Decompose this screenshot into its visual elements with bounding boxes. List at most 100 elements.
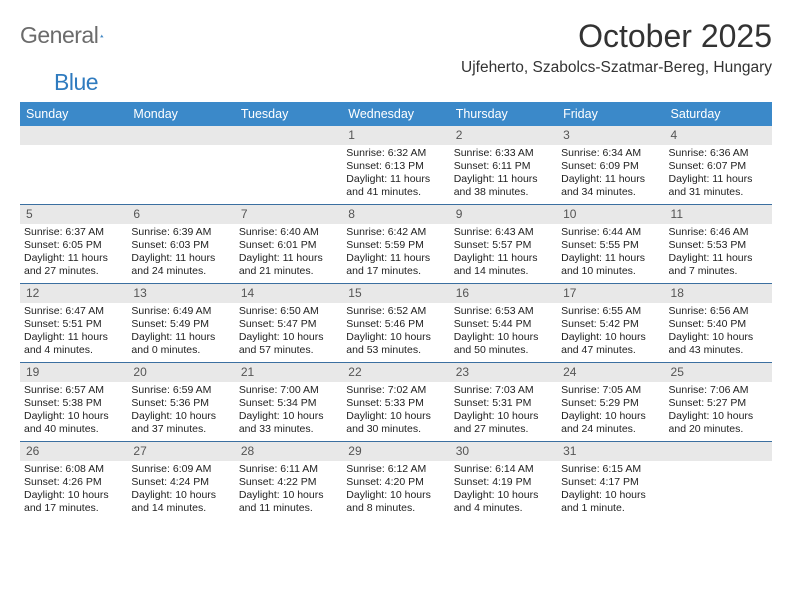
day-number: 12 bbox=[20, 284, 127, 303]
week-row: 12Sunrise: 6:47 AMSunset: 5:51 PMDayligh… bbox=[20, 284, 772, 363]
day-cell bbox=[20, 126, 127, 204]
day-sunrise: Sunrise: 6:36 AM bbox=[669, 147, 768, 160]
day-cell: 7Sunrise: 6:40 AMSunset: 6:01 PMDaylight… bbox=[235, 205, 342, 283]
day-body: Sunrise: 6:34 AMSunset: 6:09 PMDaylight:… bbox=[557, 145, 664, 203]
day-sunrise: Sunrise: 6:59 AM bbox=[131, 384, 230, 397]
day-dl2: and 7 minutes. bbox=[669, 265, 768, 278]
day-cell: 28Sunrise: 6:11 AMSunset: 4:22 PMDayligh… bbox=[235, 442, 342, 520]
day-number: 11 bbox=[665, 205, 772, 224]
day-number: 31 bbox=[557, 442, 664, 461]
day-number: 7 bbox=[235, 205, 342, 224]
day-dl1: Daylight: 10 hours bbox=[24, 489, 123, 502]
day-sunrise: Sunrise: 6:08 AM bbox=[24, 463, 123, 476]
day-dl1: Daylight: 10 hours bbox=[346, 331, 445, 344]
day-number: 29 bbox=[342, 442, 449, 461]
day-number-bar-empty bbox=[20, 126, 127, 145]
day-sunset: Sunset: 4:26 PM bbox=[24, 476, 123, 489]
day-dl1: Daylight: 10 hours bbox=[454, 410, 553, 423]
day-sunset: Sunset: 6:11 PM bbox=[454, 160, 553, 173]
day-dl2: and 31 minutes. bbox=[669, 186, 768, 199]
day-number: 30 bbox=[450, 442, 557, 461]
day-body: Sunrise: 6:15 AMSunset: 4:17 PMDaylight:… bbox=[557, 461, 664, 519]
day-body: Sunrise: 7:06 AMSunset: 5:27 PMDaylight:… bbox=[665, 382, 772, 440]
day-cell: 10Sunrise: 6:44 AMSunset: 5:55 PMDayligh… bbox=[557, 205, 664, 283]
day-sunset: Sunset: 4:20 PM bbox=[346, 476, 445, 489]
day-body: Sunrise: 6:49 AMSunset: 5:49 PMDaylight:… bbox=[127, 303, 234, 361]
location-text: Ujfeherto, Szabolcs-Szatmar-Bereg, Hunga… bbox=[461, 59, 772, 77]
day-cell: 21Sunrise: 7:00 AMSunset: 5:34 PMDayligh… bbox=[235, 363, 342, 441]
calendar-grid: SundayMondayTuesdayWednesdayThursdayFrid… bbox=[20, 102, 772, 520]
day-dl2: and 40 minutes. bbox=[24, 423, 123, 436]
day-number: 24 bbox=[557, 363, 664, 382]
day-sunset: Sunset: 5:51 PM bbox=[24, 318, 123, 331]
day-sunset: Sunset: 6:03 PM bbox=[131, 239, 230, 252]
day-body: Sunrise: 6:47 AMSunset: 5:51 PMDaylight:… bbox=[20, 303, 127, 361]
day-cell: 6Sunrise: 6:39 AMSunset: 6:03 PMDaylight… bbox=[127, 205, 234, 283]
day-body: Sunrise: 6:39 AMSunset: 6:03 PMDaylight:… bbox=[127, 224, 234, 282]
day-dl1: Daylight: 10 hours bbox=[454, 489, 553, 502]
day-cell: 24Sunrise: 7:05 AMSunset: 5:29 PMDayligh… bbox=[557, 363, 664, 441]
day-dl1: Daylight: 10 hours bbox=[131, 489, 230, 502]
day-cell: 3Sunrise: 6:34 AMSunset: 6:09 PMDaylight… bbox=[557, 126, 664, 204]
day-dl1: Daylight: 11 hours bbox=[561, 173, 660, 186]
day-dl2: and 4 minutes. bbox=[454, 502, 553, 515]
day-body: Sunrise: 6:52 AMSunset: 5:46 PMDaylight:… bbox=[342, 303, 449, 361]
logo-text-2: Blue bbox=[54, 69, 98, 96]
day-dl1: Daylight: 10 hours bbox=[239, 331, 338, 344]
weekday-header: Tuesday bbox=[235, 102, 342, 126]
day-cell: 14Sunrise: 6:50 AMSunset: 5:47 PMDayligh… bbox=[235, 284, 342, 362]
day-sunset: Sunset: 4:17 PM bbox=[561, 476, 660, 489]
day-dl1: Daylight: 10 hours bbox=[561, 410, 660, 423]
day-sunset: Sunset: 5:57 PM bbox=[454, 239, 553, 252]
week-row: 19Sunrise: 6:57 AMSunset: 5:38 PMDayligh… bbox=[20, 363, 772, 442]
weekday-header: Friday bbox=[557, 102, 664, 126]
day-number-bar-empty bbox=[665, 442, 772, 461]
day-sunrise: Sunrise: 6:37 AM bbox=[24, 226, 123, 239]
day-dl1: Daylight: 10 hours bbox=[454, 331, 553, 344]
day-sunset: Sunset: 4:22 PM bbox=[239, 476, 338, 489]
day-body: Sunrise: 6:55 AMSunset: 5:42 PMDaylight:… bbox=[557, 303, 664, 361]
day-sunrise: Sunrise: 7:00 AM bbox=[239, 384, 338, 397]
day-number: 9 bbox=[450, 205, 557, 224]
day-sunset: Sunset: 5:40 PM bbox=[669, 318, 768, 331]
day-sunset: Sunset: 5:36 PM bbox=[131, 397, 230, 410]
day-dl2: and 4 minutes. bbox=[24, 344, 123, 357]
day-dl2: and 11 minutes. bbox=[239, 502, 338, 515]
day-number: 26 bbox=[20, 442, 127, 461]
day-sunset: Sunset: 6:07 PM bbox=[669, 160, 768, 173]
day-sunrise: Sunrise: 6:34 AM bbox=[561, 147, 660, 160]
day-dl1: Daylight: 10 hours bbox=[131, 410, 230, 423]
day-sunset: Sunset: 5:34 PM bbox=[239, 397, 338, 410]
day-body: Sunrise: 6:53 AMSunset: 5:44 PMDaylight:… bbox=[450, 303, 557, 361]
day-cell: 1Sunrise: 6:32 AMSunset: 6:13 PMDaylight… bbox=[342, 126, 449, 204]
weekday-header-row: SundayMondayTuesdayWednesdayThursdayFrid… bbox=[20, 102, 772, 126]
day-body: Sunrise: 6:40 AMSunset: 6:01 PMDaylight:… bbox=[235, 224, 342, 282]
day-number: 28 bbox=[235, 442, 342, 461]
day-sunrise: Sunrise: 6:43 AM bbox=[454, 226, 553, 239]
day-dl1: Daylight: 11 hours bbox=[561, 252, 660, 265]
day-sunrise: Sunrise: 6:40 AM bbox=[239, 226, 338, 239]
weeks-container: 1Sunrise: 6:32 AMSunset: 6:13 PMDaylight… bbox=[20, 126, 772, 520]
day-cell: 11Sunrise: 6:46 AMSunset: 5:53 PMDayligh… bbox=[665, 205, 772, 283]
day-dl2: and 37 minutes. bbox=[131, 423, 230, 436]
day-sunset: Sunset: 5:47 PM bbox=[239, 318, 338, 331]
day-cell: 12Sunrise: 6:47 AMSunset: 5:51 PMDayligh… bbox=[20, 284, 127, 362]
day-body: Sunrise: 6:14 AMSunset: 4:19 PMDaylight:… bbox=[450, 461, 557, 519]
day-dl1: Daylight: 10 hours bbox=[561, 489, 660, 502]
day-body: Sunrise: 7:03 AMSunset: 5:31 PMDaylight:… bbox=[450, 382, 557, 440]
day-dl1: Daylight: 11 hours bbox=[239, 252, 338, 265]
day-number: 17 bbox=[557, 284, 664, 303]
day-cell: 4Sunrise: 6:36 AMSunset: 6:07 PMDaylight… bbox=[665, 126, 772, 204]
day-number-bar-empty bbox=[127, 126, 234, 145]
logo: General bbox=[20, 18, 124, 49]
day-sunrise: Sunrise: 6:14 AM bbox=[454, 463, 553, 476]
day-cell bbox=[665, 442, 772, 520]
day-sunset: Sunset: 4:24 PM bbox=[131, 476, 230, 489]
day-dl2: and 38 minutes. bbox=[454, 186, 553, 199]
day-sunrise: Sunrise: 6:56 AM bbox=[669, 305, 768, 318]
month-title: October 2025 bbox=[461, 18, 772, 55]
day-body: Sunrise: 6:43 AMSunset: 5:57 PMDaylight:… bbox=[450, 224, 557, 282]
week-row: 5Sunrise: 6:37 AMSunset: 6:05 PMDaylight… bbox=[20, 205, 772, 284]
day-sunrise: Sunrise: 6:09 AM bbox=[131, 463, 230, 476]
day-number: 14 bbox=[235, 284, 342, 303]
